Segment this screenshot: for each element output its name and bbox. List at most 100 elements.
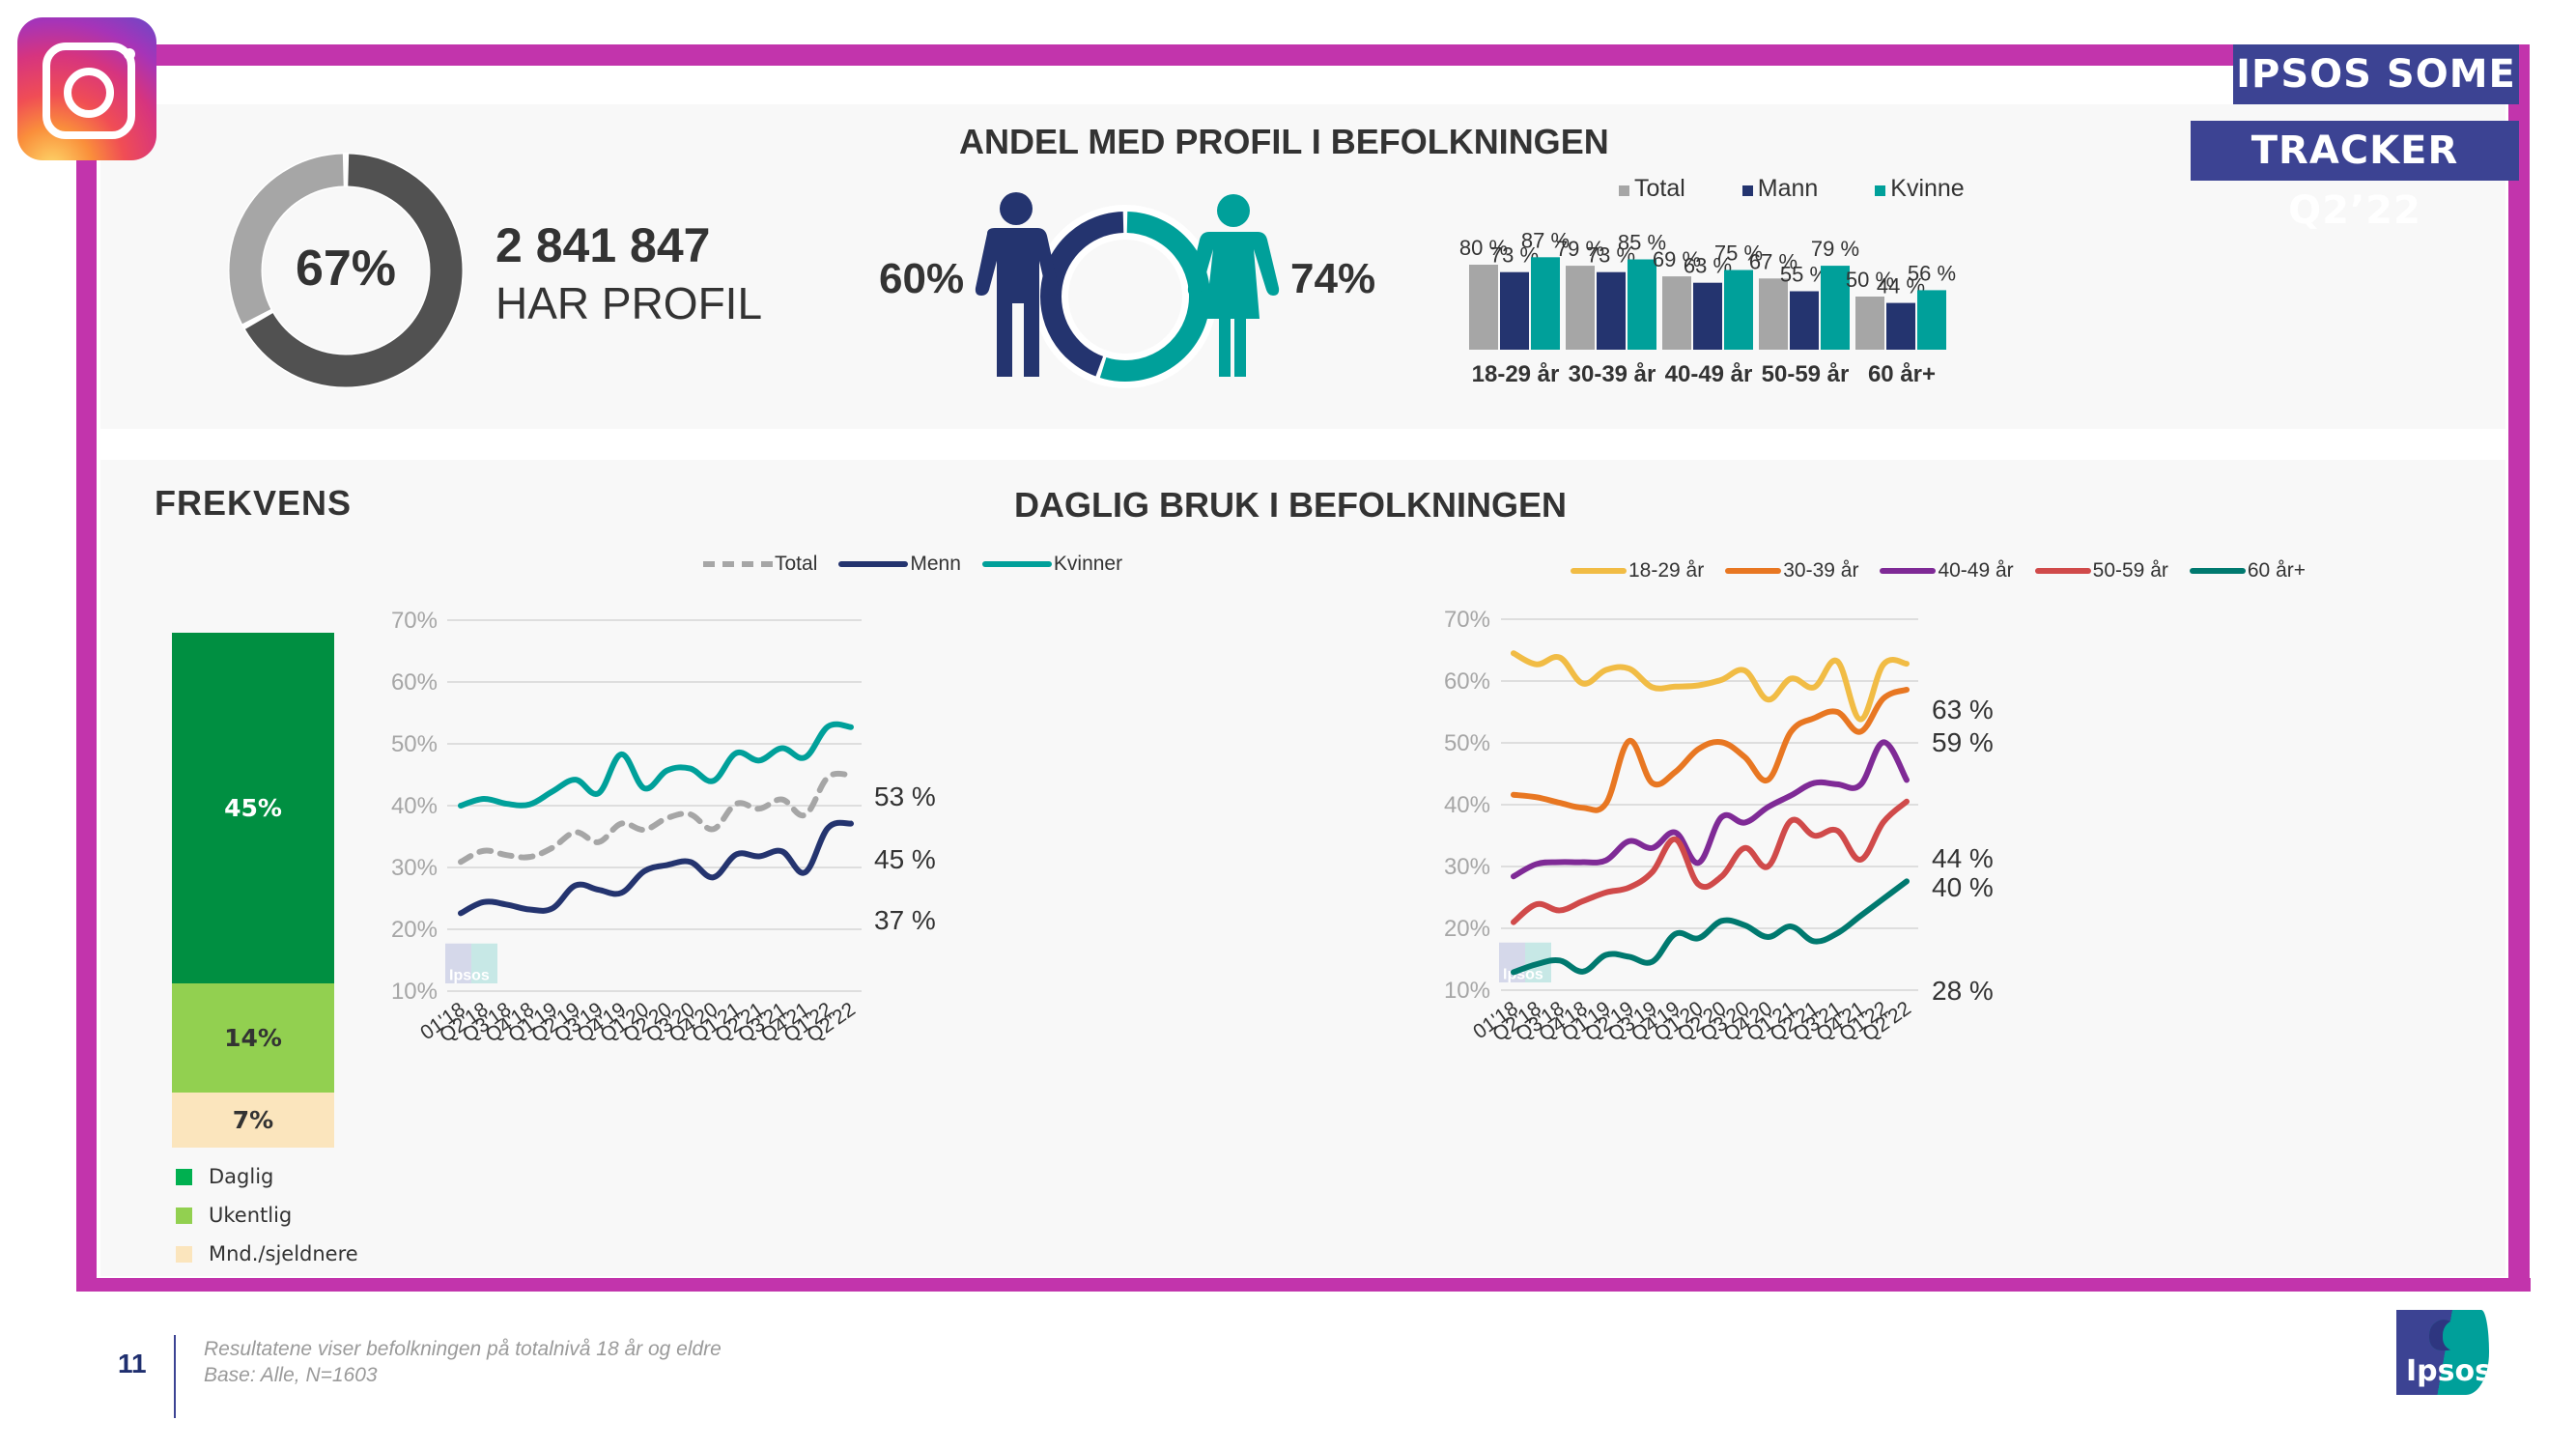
legend-swatch-sjeldnere: [176, 1246, 192, 1263]
legend-swatch-total: [1619, 185, 1629, 196]
y-tick-label: 50%: [1444, 730, 1490, 756]
bar-value-label: 67 %: [1749, 249, 1798, 273]
y-tick-label: 10%: [1444, 978, 1490, 1004]
donut-segment-has-profile: [244, 154, 463, 387]
bar-category-label: 18-29 år: [1472, 361, 1560, 387]
series-line-2: [1511, 739, 1910, 880]
bar-legend: Total Mann Kvinne: [1619, 175, 1965, 203]
legend-item-kvinner: Kvinner: [981, 553, 1123, 576]
legend-item-age-3: 50-59 år: [2034, 559, 2168, 582]
bar-mann-2: [1693, 282, 1722, 350]
legend-label-daglig: Daglig: [209, 1165, 274, 1188]
legend-label-sjeldnere: Mnd./sjeldnere: [209, 1242, 358, 1265]
profile-donut: [228, 153, 464, 388]
tracker-badge-line2: TRACKER Q2’22: [2191, 121, 2519, 233]
y-tick-label: 70%: [1444, 607, 1490, 633]
bar-value-label: 79 %: [1811, 237, 1859, 261]
bar-value-label: 73 %: [1587, 243, 1635, 268]
legend-label-age-3: 50-59 år: [2092, 559, 2168, 582]
bar-total-3: [1759, 278, 1788, 350]
bar-value-label: 85 %: [1618, 231, 1666, 255]
bar-category-label: 50-59 år: [1762, 361, 1850, 387]
frekvens-legend-daglig: Daglig: [176, 1157, 358, 1196]
instagram-flash-shape: [124, 48, 135, 60]
legend-line-menn: [838, 561, 909, 567]
y-tick-label: 40%: [1444, 792, 1490, 818]
y-tick-label: 10%: [391, 979, 438, 1005]
frame-left-border: [76, 155, 97, 1290]
tracker-badge-line1: IPSOS SOME: [2233, 44, 2519, 104]
legend-line-age-2: [1880, 568, 1937, 574]
x-tick-label: Q2'22: [1858, 997, 1915, 1046]
bar-total-4: [1855, 297, 1884, 350]
end-value-label: 63 %: [1932, 695, 1994, 724]
bar-category-label: 60 år+: [1868, 361, 1936, 387]
ipsos-watermark: Ipsos: [445, 943, 497, 983]
series-line-3: [1511, 798, 1910, 925]
bar-mann-3: [1790, 291, 1819, 350]
bar-kvinne-2: [1724, 270, 1753, 350]
gender-ring-women-segment: [1099, 212, 1210, 382]
series-line-1: [458, 819, 854, 917]
legend-label-age-2: 40-49 år: [1938, 559, 2014, 582]
legend-label-age-0: 18-29 år: [1628, 559, 1705, 582]
instagram-lens-shape: [64, 68, 114, 118]
end-value-label: 59 %: [1932, 727, 1994, 757]
legend-line-total: [703, 561, 773, 567]
frekvens-segment-1: 14%: [172, 983, 334, 1094]
frekvens-stacked-bar: 45% 14% 7%: [172, 633, 334, 1148]
legend-item-kvinne: Kvinne: [1875, 175, 1965, 202]
legend-swatch-ukentlig: [176, 1208, 192, 1224]
y-tick-label: 40%: [391, 793, 438, 819]
legend-label-kvinner: Kvinner: [1053, 553, 1123, 575]
y-tick-label: 30%: [391, 855, 438, 881]
legend-line-age-1: [1725, 568, 1782, 574]
gender-ring: [1033, 205, 1217, 388]
bar-category-label: 30-39 år: [1569, 361, 1656, 387]
daily-gender-line-chart: 70%60%50%40%30%20%10%Ipsos01'18Q2'18Q3'1…: [391, 608, 936, 1047]
legend-item-total-line: Total: [703, 553, 817, 576]
end-value-label: 44 %: [1932, 843, 1994, 873]
legend-swatch-mann: [1741, 185, 1753, 196]
profile-panel: [100, 104, 2505, 429]
frekvens-legend: Daglig Ukentlig Mnd./sjeldnere: [176, 1157, 358, 1273]
frame-right-border: [2508, 44, 2530, 1292]
frame-bottom-border: [76, 1278, 2531, 1292]
bar-value-label: 44 %: [1877, 274, 1925, 298]
bar-value-label: 63 %: [1684, 254, 1732, 278]
legend-line-kvinner: [981, 561, 1052, 567]
legend-swatch-daglig: [176, 1169, 192, 1185]
instagram-icon: [17, 17, 156, 160]
legend-label-ukentlig: Ukentlig: [209, 1204, 293, 1227]
legend-item-age-2: 40-49 år: [1880, 559, 2014, 582]
legend-item-age-0: 18-29 år: [1571, 559, 1704, 582]
bar-value-label: 79 %: [1556, 237, 1604, 261]
women-pct-label: 74%: [1290, 255, 1376, 302]
footer-divider: [174, 1335, 176, 1418]
legend-item-age-4: 60 år+: [2189, 559, 2306, 582]
bar-value-label: 69 %: [1653, 247, 1701, 271]
daily-usage-title: DAGLIG BRUK I BEFOLKNINGEN: [1014, 485, 1567, 525]
footer-note-line2: Base: Alle, N=1603: [204, 1364, 378, 1386]
bar-mann-0: [1500, 271, 1529, 350]
y-tick-label: 20%: [1444, 916, 1490, 942]
y-tick-label: 50%: [391, 731, 438, 757]
frekvens-segment-label: 45%: [224, 794, 282, 823]
bar-value-label: 56 %: [1908, 261, 1956, 285]
bar-total-0: [1469, 265, 1498, 350]
series-line-0: [1511, 650, 1910, 723]
instagram-frame-shape: [42, 43, 135, 139]
legend-line-age-3: [2034, 568, 2091, 574]
frekvens-segment-label: 14%: [224, 1024, 282, 1053]
series-line-2: [458, 721, 854, 809]
end-value-label: 28 %: [1932, 976, 1994, 1006]
ipsos-logo: Ipsos: [2396, 1310, 2489, 1395]
bar-value-label: 80 %: [1459, 236, 1508, 260]
bar-kvinne-1: [1628, 259, 1656, 350]
legend-label-kvinne: Kvinne: [1890, 175, 1965, 202]
page-number: 11: [118, 1349, 147, 1378]
profile-count: 2 841 847: [495, 218, 711, 272]
bar-value-label: 87 %: [1521, 228, 1570, 252]
series-line-0: [458, 770, 854, 866]
